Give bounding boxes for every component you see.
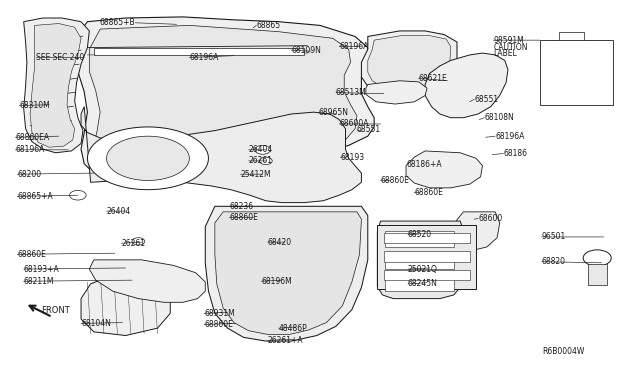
Text: 68551: 68551 (474, 95, 499, 104)
Polygon shape (451, 212, 500, 251)
Text: 68860E: 68860E (381, 176, 410, 185)
Text: 68621E: 68621E (419, 74, 447, 83)
Text: 25412M: 25412M (241, 170, 271, 179)
Polygon shape (406, 151, 483, 188)
Text: 26404: 26404 (106, 206, 131, 216)
Text: 68193: 68193 (340, 153, 365, 162)
Bar (384, 251, 470, 262)
Text: LABEL: LABEL (493, 49, 517, 58)
Bar (588, 264, 607, 285)
Text: 96501: 96501 (541, 232, 566, 241)
Text: 68965N: 68965N (319, 108, 349, 118)
Bar (384, 233, 470, 243)
Text: 68865: 68865 (256, 21, 280, 30)
Bar (94, 48, 304, 55)
Bar (540, 40, 613, 105)
Polygon shape (366, 81, 427, 104)
Text: 68551: 68551 (357, 125, 381, 134)
Text: 68865+A: 68865+A (17, 192, 53, 201)
Text: 68108N: 68108N (484, 113, 514, 122)
Text: 26261+A: 26261+A (268, 336, 303, 345)
Circle shape (255, 145, 270, 154)
Text: SEE SEC 240: SEE SEC 240 (36, 53, 84, 62)
Circle shape (132, 238, 145, 245)
Text: 68600A: 68600A (339, 119, 369, 128)
Text: 68196M: 68196M (261, 277, 292, 286)
Text: 68860E: 68860E (17, 250, 46, 259)
Bar (385, 254, 454, 269)
Bar (378, 225, 476, 289)
Text: FRONT: FRONT (41, 306, 70, 315)
Polygon shape (90, 25, 357, 173)
Text: R6B0004W: R6B0004W (541, 347, 584, 356)
Polygon shape (90, 260, 205, 302)
Text: 26261: 26261 (121, 239, 145, 248)
Text: 68520: 68520 (408, 230, 432, 239)
Text: 68820: 68820 (541, 257, 566, 266)
Text: 68860E: 68860E (204, 320, 233, 329)
Text: 68186: 68186 (504, 149, 527, 158)
Text: 25021Q: 25021Q (408, 264, 438, 273)
Text: 68196A: 68196A (339, 42, 369, 51)
Text: 26404: 26404 (248, 145, 273, 154)
Polygon shape (81, 280, 170, 336)
Polygon shape (75, 17, 374, 180)
Text: 68193+A: 68193+A (24, 264, 60, 273)
Polygon shape (368, 35, 451, 91)
Polygon shape (30, 23, 81, 147)
Text: 68236: 68236 (230, 202, 253, 211)
Polygon shape (107, 136, 189, 180)
Text: 68211M: 68211M (24, 277, 54, 286)
Text: 68310M: 68310M (19, 101, 50, 110)
Circle shape (583, 250, 611, 266)
Text: 68860E: 68860E (414, 188, 443, 197)
Text: 68420: 68420 (268, 238, 292, 247)
Polygon shape (81, 107, 362, 203)
Text: 26261: 26261 (248, 156, 273, 166)
Bar (384, 270, 470, 280)
Circle shape (70, 190, 86, 200)
Text: 68196A: 68196A (189, 53, 219, 62)
Text: 68196A: 68196A (495, 132, 525, 141)
Circle shape (259, 157, 272, 164)
Bar (385, 231, 454, 247)
Polygon shape (425, 53, 508, 118)
Text: CAUTION: CAUTION (493, 43, 528, 52)
Text: 68109N: 68109N (291, 46, 321, 55)
Text: 98591M: 98591M (493, 36, 524, 45)
Text: 48486P: 48486P (278, 324, 307, 333)
Text: 68200: 68200 (17, 170, 42, 179)
Text: 68186+A: 68186+A (406, 160, 442, 169)
Polygon shape (205, 206, 368, 341)
Text: 68104N: 68104N (81, 319, 111, 328)
Polygon shape (24, 18, 90, 153)
Text: 68931M: 68931M (204, 309, 235, 318)
Text: 68865+B: 68865+B (100, 18, 135, 27)
Text: 68860E: 68860E (230, 213, 259, 222)
Polygon shape (88, 127, 209, 190)
Polygon shape (378, 221, 463, 299)
Text: 68245N: 68245N (408, 279, 438, 288)
Polygon shape (362, 31, 457, 96)
Bar (385, 276, 454, 291)
Text: 68196A: 68196A (15, 145, 45, 154)
Bar (559, 32, 584, 40)
Text: 68513M: 68513M (336, 88, 367, 97)
Text: 68600: 68600 (478, 214, 502, 223)
Text: 68860EA: 68860EA (15, 133, 49, 142)
Polygon shape (215, 212, 362, 334)
